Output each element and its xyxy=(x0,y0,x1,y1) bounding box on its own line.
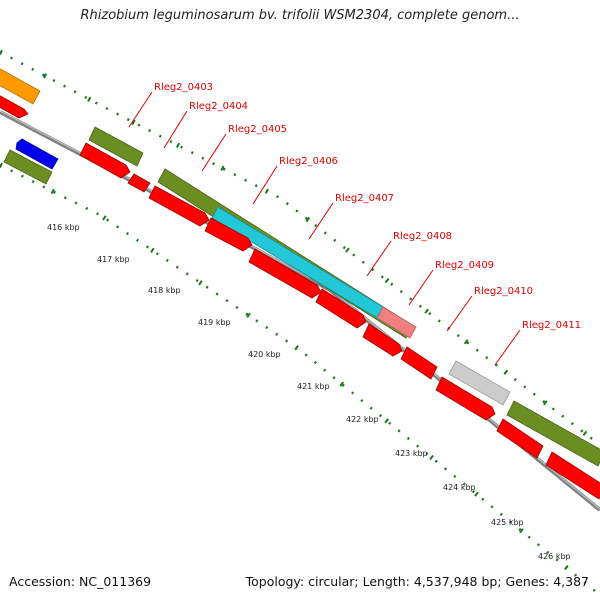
kbp-label: 425 kbp xyxy=(491,518,524,527)
outer-tick-track xyxy=(0,50,600,446)
gene-arrow-rleg2-0406[interactable] xyxy=(204,217,253,252)
cog-feature-blue[interactable] xyxy=(15,138,59,170)
kbp-label: 419 kbp xyxy=(198,318,231,327)
gene-label[interactable]: Rleg2_0411 xyxy=(522,320,581,331)
cog-feature-cyan[interactable] xyxy=(211,206,384,319)
gene-arrow-right-2[interactable] xyxy=(545,451,600,500)
gene-arrow-rleg2-0409[interactable] xyxy=(362,323,403,357)
leader-line xyxy=(446,295,473,332)
kbp-label: 424 kbp xyxy=(443,483,476,492)
cog-feature-orange[interactable] xyxy=(0,66,41,105)
leader-line xyxy=(494,329,521,366)
gene-label[interactable]: Rleg2_0405 xyxy=(228,124,287,135)
gene-label[interactable]: Rleg2_0408 xyxy=(393,231,452,242)
gene-arrow-rleg2-0408[interactable] xyxy=(315,288,367,329)
accession-text: Accession: NC_011369 xyxy=(9,574,152,589)
backbone-line xyxy=(0,110,600,512)
gene-labels: Rleg2_0403 Rleg2_0404 Rleg2_0405 Rleg2_0… xyxy=(154,82,581,331)
cog-feature-green[interactable] xyxy=(88,126,144,167)
inner-tick-track xyxy=(0,163,600,596)
gene-arrow-right-1[interactable] xyxy=(496,418,544,459)
kbp-label: 420 kbp xyxy=(248,350,281,359)
leader-line xyxy=(128,91,153,128)
gene-arrow-rleg2-0407[interactable] xyxy=(248,248,322,299)
gene-arrow-rleg2-0410[interactable] xyxy=(400,346,438,380)
leader-line xyxy=(252,165,278,205)
leader-line xyxy=(163,110,188,149)
gene-arrow-rleg2-0403[interactable] xyxy=(79,142,131,179)
cog-track xyxy=(0,66,600,467)
label-leaders xyxy=(128,91,521,366)
kbp-label: 421 kbp xyxy=(297,382,330,391)
gene-label[interactable]: Rleg2_0406 xyxy=(279,156,338,167)
kbp-label: 416 kbp xyxy=(47,223,80,232)
cog-feature-green-right[interactable] xyxy=(506,400,600,467)
leader-line xyxy=(308,202,334,240)
leader-line xyxy=(366,240,392,277)
inner-tick-marks xyxy=(0,162,600,597)
gene-label[interactable]: Rleg2_0407 xyxy=(335,193,394,204)
kbp-label: 418 kbp xyxy=(148,286,181,295)
cog-feature-grey[interactable] xyxy=(448,360,511,406)
backbone xyxy=(0,110,600,512)
kbp-label: 422 kbp xyxy=(346,415,379,424)
cog-feature-green-left[interactable] xyxy=(3,149,53,185)
gene-label[interactable]: Rleg2_0403 xyxy=(154,82,213,93)
gene-label[interactable]: Rleg2_0404 xyxy=(189,101,248,112)
map-title: Rhizobium leguminosarum bv. trifolii WSM… xyxy=(80,8,520,23)
backbone-line-highlight xyxy=(0,110,600,510)
kbp-label: 423 kbp xyxy=(395,449,428,458)
gene-arrow-rleg2-0404[interactable] xyxy=(127,173,151,193)
gene-track xyxy=(0,93,600,500)
gene-label[interactable]: Rleg2_0409 xyxy=(435,260,494,271)
gene-arrow-rleg2-0405[interactable] xyxy=(148,185,210,227)
kbp-label: 426 kbp xyxy=(538,552,571,561)
gene-arrow-left-edge[interactable] xyxy=(0,93,29,119)
kbp-label: 417 kbp xyxy=(97,255,130,264)
gene-label[interactable]: Rleg2_0410 xyxy=(474,286,533,297)
tick-tracks xyxy=(0,49,600,597)
left-features xyxy=(3,138,59,185)
leader-line xyxy=(408,269,434,306)
leader-line xyxy=(201,133,227,172)
genome-summary-text: Topology: circular; Length: 4,537,948 bp… xyxy=(245,574,589,589)
gene-arrow-rleg2-0411[interactable] xyxy=(435,376,496,421)
kbp-labels: 416 kbp 417 kbp 418 kbp 419 kbp 420 kbp … xyxy=(47,223,571,561)
cog-feature-salmon[interactable] xyxy=(376,306,417,339)
